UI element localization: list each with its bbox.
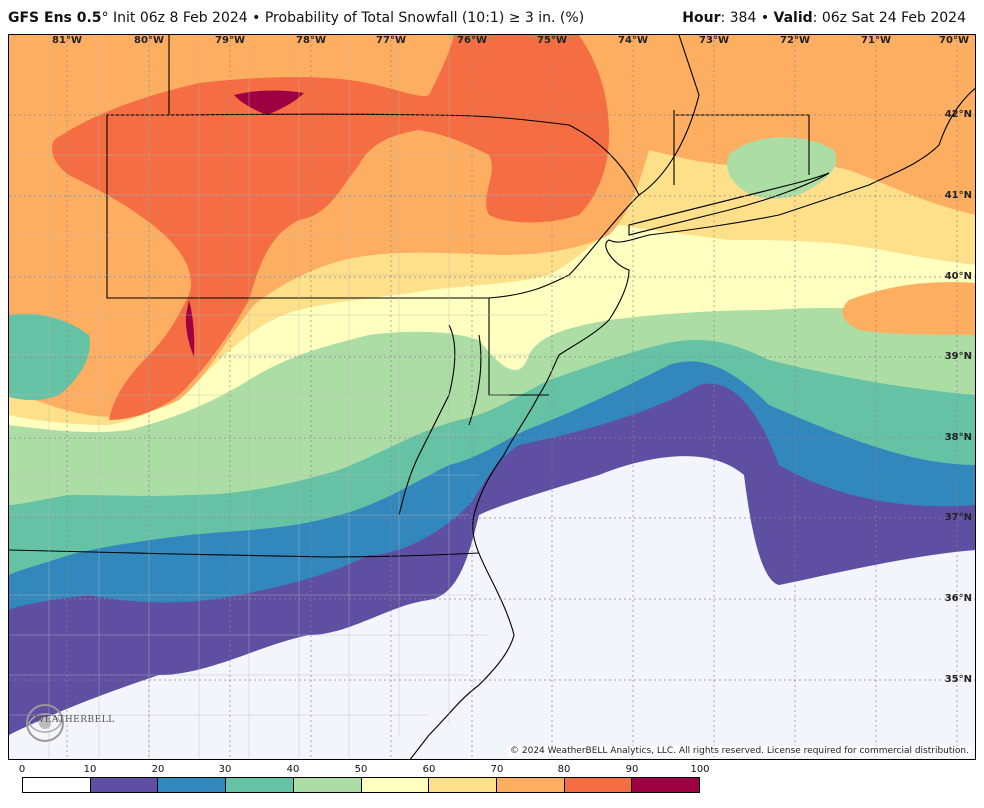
colorbar-tick: 0	[18, 764, 26, 775]
colorbar-tick: 100	[690, 764, 710, 775]
valid-info: Hour: 384 • Valid: 06z Sat 24 Feb 2024	[682, 10, 966, 26]
colorbar-swatch	[496, 778, 565, 792]
lon-label: 70°W	[939, 35, 969, 46]
lon-label: 81°W	[52, 35, 82, 46]
degree-symbol: °	[101, 10, 109, 26]
lon-label: 75°W	[537, 35, 567, 46]
colorbar-swatch	[564, 778, 633, 792]
band-90pct-north	[234, 90, 304, 115]
lon-label: 77°W	[376, 35, 406, 46]
lat-label: 37°N	[944, 512, 972, 523]
product-name: Probability of Total Snowfall (10:1) ≥ 3…	[264, 10, 585, 26]
colorbar-tick: 50	[354, 764, 368, 775]
band-70pct-east	[842, 282, 975, 335]
long-island	[628, 172, 830, 236]
borders	[9, 35, 975, 759]
lon-label: 80°W	[134, 35, 164, 46]
map: 81°W 80°W 79°W 78°W 77°W 76°W 75°W 74°W …	[8, 34, 976, 760]
lat-label: 36°N	[944, 593, 972, 604]
va-nc-border	[9, 549, 480, 558]
lat-label: 40°N	[944, 271, 972, 282]
colorbar-tick: 30	[218, 764, 232, 775]
colorbar-swatch	[23, 778, 91, 792]
colorbar-swatch	[632, 778, 700, 792]
colorbar-tick: 40	[286, 764, 300, 775]
colorbar-tick: 60	[422, 764, 436, 775]
colorbar-swatch	[293, 778, 362, 792]
lat-label: 42°N	[944, 109, 972, 120]
ny-border	[168, 35, 700, 196]
logo-text: WEATHERBELL	[35, 715, 115, 725]
lon-label: 72°W	[780, 35, 810, 46]
init-time: Init 06z 8 Feb 2024	[108, 10, 248, 26]
colorbar-tick: 90	[625, 764, 639, 775]
snowfall-probability-map	[9, 35, 975, 759]
weatherbell-logo: WEATHERBELL	[15, 701, 115, 745]
lat-label: 38°N	[944, 432, 972, 443]
band-90pct-west	[185, 300, 195, 357]
colorbar: 0 10 20 30 40 50 60 70 80 90 100	[18, 764, 710, 794]
separator: •	[247, 10, 265, 26]
logo-swirl-icon	[26, 704, 64, 742]
colorbar-tick: 20	[151, 764, 165, 775]
lon-label: 78°W	[296, 35, 326, 46]
hour-value: : 384 •	[720, 10, 774, 26]
colorbar-swatch	[429, 778, 497, 792]
county-lines	[9, 35, 649, 759]
model-name: GFS Ens 0.5	[8, 10, 102, 26]
valid-value: : 06z Sat 24 Feb 2024	[812, 10, 966, 26]
lon-label: 73°W	[699, 35, 729, 46]
valid-label: Valid	[773, 10, 813, 26]
lat-label: 41°N	[944, 190, 972, 201]
copyright-notice: © 2024 WeatherBELL Analytics, LLC. All r…	[508, 746, 971, 756]
lat-label: 39°N	[944, 351, 972, 362]
colorbar-swatch	[226, 778, 294, 792]
lat-label: 35°N	[944, 674, 972, 685]
graticule	[9, 35, 975, 759]
colorbar-swatch	[90, 778, 159, 792]
header: GFS Ens 0.5° Init 06z 8 Feb 2024 • Proba…	[0, 0, 984, 34]
lon-label: 74°W	[618, 35, 648, 46]
colorbar-tick: 70	[490, 764, 504, 775]
colorbar-swatches	[22, 777, 700, 793]
hour-label: Hour	[682, 10, 721, 26]
colorbar-swatch	[158, 778, 227, 792]
title: GFS Ens 0.5° Init 06z 8 Feb 2024 • Proba…	[8, 10, 584, 26]
colorbar-swatch	[361, 778, 430, 792]
lon-label: 76°W	[457, 35, 487, 46]
lon-label: 71°W	[861, 35, 891, 46]
lon-label: 79°W	[215, 35, 245, 46]
colorbar-tick: 10	[83, 764, 97, 775]
colorbar-tick: 80	[557, 764, 571, 775]
coastline-east	[409, 87, 975, 759]
